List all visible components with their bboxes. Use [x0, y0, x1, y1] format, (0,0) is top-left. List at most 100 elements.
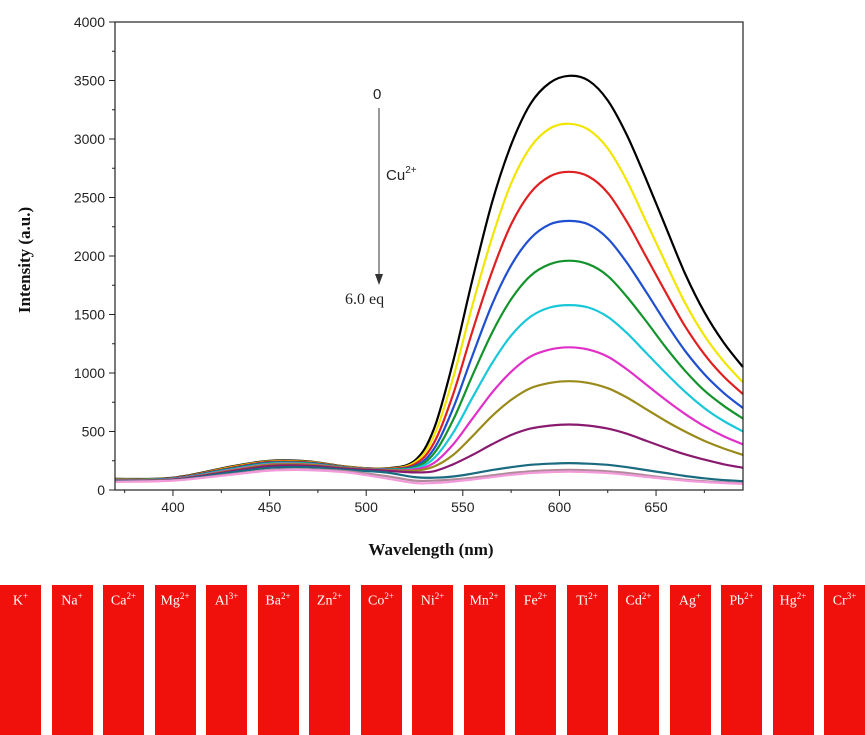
vial-label-charge: 2+	[537, 591, 548, 601]
annotation-arrow-head	[375, 274, 383, 285]
vial-label: Ti2+	[567, 588, 608, 610]
y-tick-label-500: 500	[82, 424, 106, 440]
vial-ca: Ca2+	[103, 585, 144, 735]
x-tick-label-400: 400	[161, 499, 185, 515]
vial-label-charge: 2+	[641, 591, 652, 601]
vial-label-base: Zn	[316, 593, 333, 609]
vial-mn: Mn2+	[463, 585, 505, 735]
vial-label: Na+	[52, 588, 93, 610]
vial-label: Ba2+	[258, 588, 299, 610]
vial-label-base: Al	[214, 593, 229, 609]
vial-label-charge: 2+	[126, 591, 137, 601]
y-tick-label-2500: 2500	[74, 190, 105, 206]
vial-ag: Ag+	[669, 585, 711, 735]
vial-label-base: Cr	[832, 593, 847, 609]
vial-fe: Fe2+	[515, 585, 556, 735]
vial-label-base: Fe	[523, 593, 538, 609]
vial-label-base: Ba	[265, 593, 281, 609]
series-line-12	[114, 468, 744, 485]
vial-label: Fe2+	[515, 588, 556, 610]
vial-na: Na+	[51, 585, 93, 735]
vial-al: Al3+	[206, 585, 247, 735]
vial-label: Mg2+	[155, 588, 196, 610]
y-tick-label-1500: 1500	[74, 307, 105, 323]
vial-label-charge: 2+	[796, 591, 807, 601]
annotation-top-label: 0	[373, 86, 381, 103]
vial-label-base: Na	[61, 593, 78, 609]
vial-label-charge: +	[23, 591, 29, 601]
vial-hg: Hg2+	[772, 585, 814, 735]
x-tick-label-600: 600	[548, 499, 572, 515]
vial-label-charge: +	[696, 591, 702, 601]
vial-ba: Ba2+	[257, 585, 299, 735]
vial-label-charge: 3+	[846, 591, 857, 601]
axes-layer: 0 500 1000 1500 2000 2500 3000 3500 4000 400 450 50…	[74, 14, 744, 515]
vial-label-base: Mg	[160, 593, 180, 609]
vial-label-charge: 2+	[434, 591, 445, 601]
vial-label-base: Hg	[779, 593, 797, 609]
y-axis-title: Intensity (a.u.)	[15, 207, 34, 313]
vial-label: Mn2+	[464, 588, 505, 610]
annotation-cu-sup: 2+	[405, 165, 417, 176]
vial-mg: Mg2+	[154, 585, 196, 735]
vial-label-base: Cd	[625, 593, 642, 609]
series-layer	[114, 74, 744, 485]
x-axis-title: Wavelength (nm)	[368, 540, 493, 559]
vial-label-charge: 2+	[488, 591, 499, 601]
vial-label-base: Ni	[420, 593, 435, 609]
y-tick-label-1000: 1000	[74, 365, 105, 381]
x-tick-label-500: 500	[355, 499, 379, 515]
vial-label: Cr3+	[824, 588, 865, 610]
vial-label-charge: 2+	[332, 591, 343, 601]
vial-label-base: K	[12, 593, 24, 609]
vial-label-base: Ag	[678, 593, 697, 609]
x-tick-label-550: 550	[451, 499, 475, 515]
annotation-bottom-label: 6.0 eq	[345, 291, 384, 308]
series-line-10	[114, 462, 744, 483]
vial-label: Ni2+	[412, 588, 453, 610]
emission-spectra-chart: 0 500 1000 1500 2000 2500 3000 3500 4000 400 450 50…	[15, 14, 744, 559]
vial-k: K+	[0, 585, 41, 735]
vial-label: Zn2+	[309, 588, 350, 610]
vial-label: Pb2+	[721, 588, 762, 610]
vial-ti: Ti2+	[566, 585, 608, 735]
y-tick-label-3500: 3500	[74, 73, 105, 89]
series-line-9	[114, 423, 744, 482]
x-tick-label-650: 650	[644, 499, 668, 515]
y-tick-label-3000: 3000	[74, 131, 105, 147]
vial-label-charge: 2+	[179, 591, 190, 601]
vial-label-base: Co	[368, 593, 385, 609]
y-tick-label-0: 0	[97, 482, 105, 498]
vial-label: Co2+	[361, 588, 402, 610]
vial-label-charge: +	[77, 591, 83, 601]
x-tick-label-450: 450	[258, 499, 282, 515]
plot-area	[115, 22, 743, 490]
vial-label-base: Ti	[576, 593, 589, 609]
vial-pb: Pb2+	[721, 585, 762, 735]
vial-label-charge: 2+	[384, 591, 394, 601]
vial-label: Cd2+	[618, 588, 659, 610]
vial-label-charge: 3+	[228, 591, 239, 601]
vial-co: Co2+	[360, 585, 402, 735]
y-tick-label-4000: 4000	[74, 14, 105, 30]
vial-label-charge: 2+	[744, 591, 754, 601]
vial-label-charge: 2+	[280, 591, 291, 601]
vial-label-base: Mn	[469, 593, 489, 609]
vial-cd: Cd2+	[618, 585, 659, 735]
annotation-layer: 0 Cu2+ 6.0 eq	[345, 86, 417, 308]
plot-background	[115, 22, 743, 490]
vial-label-base: Ca	[110, 593, 127, 609]
vial-label: K+	[0, 588, 41, 610]
vial-zn: Zn2+	[309, 585, 350, 735]
vial-label: Ag+	[670, 588, 711, 610]
vial-label: Hg2+	[773, 588, 814, 610]
vial-label: Ca2+	[103, 588, 144, 610]
annotation-cu-base: Cu	[386, 167, 405, 184]
annotation-cu-label: Cu2+	[386, 165, 417, 184]
vial-label: Al3+	[206, 588, 247, 610]
vial-label-base: Pb	[729, 593, 745, 609]
vial-ni: Ni2+	[412, 585, 453, 735]
vial-label-charge: 2+	[588, 591, 598, 601]
vial-photo-strip: K+ Na+ Ca2+ Mg2+ Al3+ Ba2+ Zn2+ Co2+ Ni2+ Mn2+ Fe2…	[0, 585, 865, 735]
y-tick-label-2000: 2000	[74, 248, 105, 264]
